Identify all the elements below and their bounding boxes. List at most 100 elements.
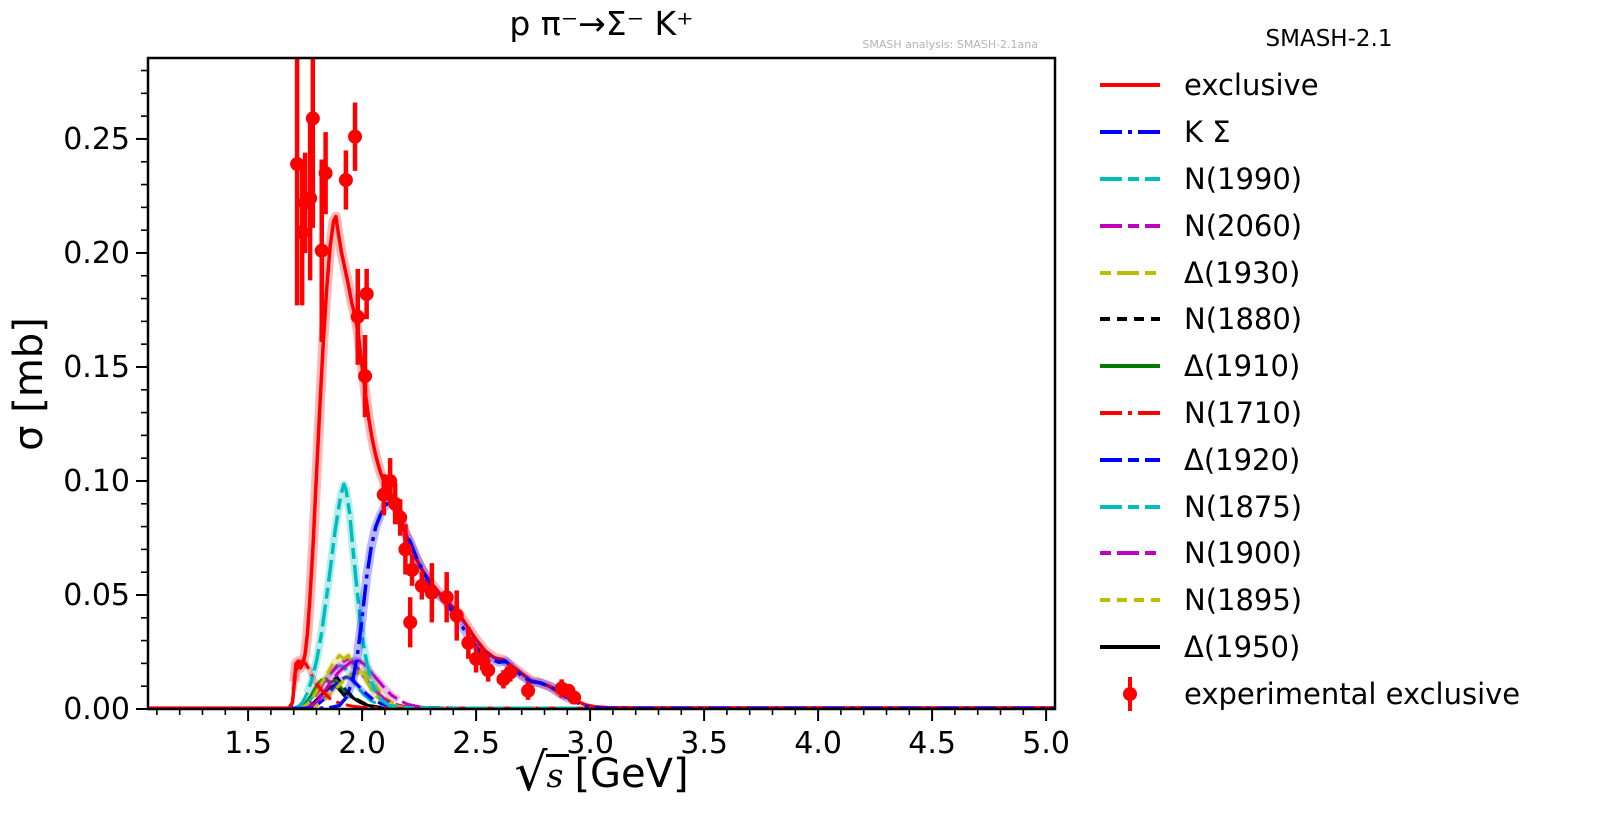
y-tick-label: 0.05 — [63, 578, 130, 613]
data-point — [348, 129, 363, 144]
data-point — [338, 172, 353, 187]
curve-d1930 — [299, 653, 1055, 709]
legend-item-n1880: N(1880) — [1098, 296, 1578, 343]
legend-line-n1875 — [1100, 504, 1160, 509]
sqrt-arg: s — [545, 754, 570, 794]
x-tick-label: 1.5 — [224, 726, 272, 761]
legend-line-n1880 — [1100, 317, 1160, 322]
legend: SMASH-2.1 exclusive K Σ N(1990) N(2060) Δ(19… — [1098, 26, 1578, 717]
y-tick-label: 0.15 — [63, 350, 130, 385]
axis-ticks — [136, 69, 1048, 721]
legend-line-n1895 — [1100, 598, 1160, 603]
legend-line-n2060 — [1100, 223, 1160, 228]
legend-item-n1900: N(1900) — [1098, 530, 1578, 577]
data-point — [439, 590, 454, 605]
legend-label-d1910: Δ(1910) — [1184, 349, 1301, 384]
legend-line-exclusive — [1100, 83, 1160, 88]
plot-curves — [148, 58, 1055, 709]
x-tick-label: 3.0 — [566, 726, 614, 761]
data-point — [567, 690, 582, 705]
legend-item-k-sigma: K Σ — [1098, 109, 1578, 156]
curve-n1875 — [299, 664, 1055, 709]
chart-title: p π⁻→Σ⁻ K⁺ — [509, 4, 694, 43]
legend-item-n2060: N(2060) — [1098, 202, 1578, 249]
data-point — [405, 562, 420, 577]
legend-line-k-sigma — [1100, 130, 1160, 135]
experimental-points — [290, 58, 582, 705]
legend-line-d1950 — [1100, 644, 1160, 649]
legend-label-n1880: N(1880) — [1184, 302, 1303, 337]
data-point — [424, 585, 439, 600]
x-tick-label: 2.5 — [452, 726, 500, 761]
legend-list: exclusive K Σ N(1990) N(2060) Δ(1930) N(1880)… — [1098, 62, 1578, 717]
curve-n1895 — [309, 668, 1055, 709]
legend-label-d1920: Δ(1920) — [1184, 442, 1301, 477]
legend-item-d1920: Δ(1920) — [1098, 436, 1578, 483]
data-point — [475, 651, 490, 666]
legend-line-d1930 — [1100, 270, 1160, 275]
watermark-text: SMASH analysis: SMASH-2.1ana — [862, 38, 1038, 51]
curve-n1900 — [301, 657, 1055, 709]
curve-d1920 — [309, 675, 1055, 709]
legend-item-n1710: N(1710) — [1098, 390, 1578, 437]
data-point — [305, 111, 320, 126]
data-point — [318, 166, 333, 181]
data-point — [461, 635, 476, 650]
data-point — [403, 615, 418, 630]
x-tick-label: 2.0 — [338, 726, 386, 761]
y-tick-label: 0.00 — [63, 692, 130, 727]
legend-label-d1950: Δ(1950) — [1184, 629, 1301, 664]
data-point — [449, 608, 464, 623]
curve-d1950 — [304, 683, 1055, 709]
legend-label-n1895: N(1895) — [1184, 583, 1303, 618]
legend-item-d1950: Δ(1950) — [1098, 624, 1578, 671]
tick-labels: 1.5 2.0 2.5 3.0 3.5 4.0 4.5 5.0 0.00 0.05 0.10 0.15… — [63, 122, 1070, 761]
data-point — [359, 287, 374, 302]
data-point — [521, 683, 536, 698]
x-tick-label: 3.5 — [680, 726, 728, 761]
legend-label-experimental: experimental exclusive — [1184, 676, 1521, 711]
legend-item-n1990: N(1990) — [1098, 156, 1578, 203]
x-tick-label: 5.0 — [1022, 726, 1070, 761]
legend-label-d1930: Δ(1930) — [1184, 255, 1301, 290]
legend-label-n2060: N(2060) — [1184, 208, 1303, 243]
legend-line-d1920 — [1100, 457, 1160, 462]
curve-n2060 — [304, 658, 1055, 709]
legend-item-exclusive: exclusive — [1098, 62, 1578, 109]
x-tick-label: 4.0 — [794, 726, 842, 761]
legend-label-n1990: N(1990) — [1184, 161, 1303, 196]
curve-exclusive — [148, 214, 1055, 709]
x-tick-label: 4.5 — [908, 726, 956, 761]
data-point — [481, 663, 496, 678]
data-point — [414, 578, 429, 593]
y-tick-label: 0.10 — [63, 464, 130, 499]
legend-line-d1910 — [1100, 364, 1160, 369]
legend-line-n1990 — [1100, 176, 1160, 181]
legend-item-d1930: Δ(1930) — [1098, 249, 1578, 296]
x-axis-unit: [GeV] — [574, 751, 689, 797]
legend-title: SMASH-2.1 — [1265, 26, 1393, 52]
legend-point — [1123, 686, 1137, 701]
legend-marker-experimental — [1123, 676, 1137, 711]
data-point — [350, 309, 365, 324]
legend-label-k-sigma: K Σ — [1184, 115, 1231, 150]
data-point — [376, 487, 391, 502]
legend-item-n1875: N(1875) — [1098, 483, 1578, 530]
legend-item-experimental: experimental exclusive — [1098, 670, 1578, 717]
sqrt-sign: √ — [514, 743, 548, 803]
y-tick-label: 0.20 — [63, 236, 130, 271]
legend-item-d1910: Δ(1910) — [1098, 343, 1578, 390]
legend-line-n1900 — [1100, 551, 1160, 556]
data-point — [503, 665, 518, 680]
legend-line-n1710 — [1100, 410, 1160, 415]
curve-n1710 — [289, 659, 1055, 709]
data-point — [398, 542, 413, 557]
x-axis-label: √s [GeV] — [148, 740, 1055, 803]
legend-label-n1900: N(1900) — [1184, 536, 1303, 571]
legend-label-exclusive: exclusive — [1184, 68, 1319, 103]
band-exclusive — [289, 211, 570, 701]
legend-label-n1710: N(1710) — [1184, 395, 1303, 430]
legend-item-n1895: N(1895) — [1098, 577, 1578, 624]
